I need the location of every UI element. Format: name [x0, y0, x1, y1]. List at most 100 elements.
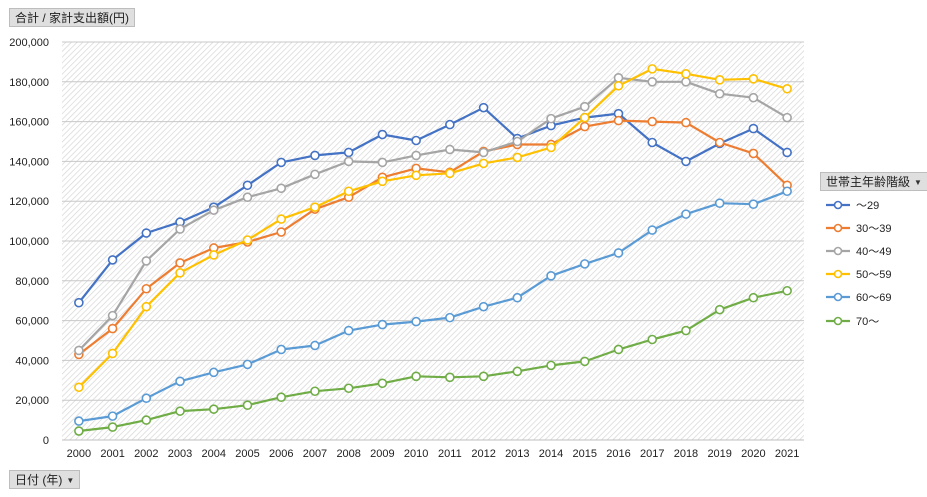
data-point[interactable] — [681, 77, 691, 87]
data-point[interactable] — [343, 147, 354, 158]
data-point[interactable] — [445, 372, 455, 383]
data-point[interactable] — [714, 137, 725, 148]
data-point[interactable] — [782, 112, 792, 123]
data-point[interactable] — [276, 183, 287, 194]
legend-item[interactable]: 60～69 — [826, 286, 891, 309]
data-point[interactable] — [141, 415, 152, 425]
data-point[interactable] — [343, 383, 354, 394]
legend-item[interactable]: 70～ — [826, 309, 891, 332]
data-point[interactable] — [175, 258, 185, 268]
data-point[interactable] — [242, 359, 253, 370]
data-point[interactable] — [445, 119, 455, 130]
data-point[interactable] — [208, 250, 219, 260]
value-field-button[interactable]: 合計 / 家計支出額(円) — [9, 8, 135, 27]
data-point[interactable] — [613, 73, 624, 83]
data-point[interactable] — [647, 137, 658, 148]
legend-item[interactable]: ～29 — [826, 193, 891, 216]
data-point[interactable] — [242, 192, 253, 203]
data-point[interactable] — [411, 371, 421, 382]
data-point[interactable] — [579, 101, 590, 112]
data-point[interactable] — [681, 209, 691, 219]
data-point[interactable] — [74, 297, 84, 308]
data-point[interactable] — [208, 367, 219, 378]
data-point[interactable] — [579, 356, 590, 367]
data-point[interactable] — [141, 283, 152, 294]
data-point[interactable] — [175, 406, 185, 416]
dropdown-arrow-icon[interactable]: ▼ — [914, 178, 922, 187]
data-point[interactable] — [748, 148, 759, 159]
data-point[interactable] — [74, 426, 84, 436]
data-point[interactable] — [748, 292, 759, 303]
data-point[interactable] — [276, 344, 287, 355]
data-point[interactable] — [343, 186, 354, 197]
legend-field-button[interactable]: 世帯主年齢階級 ▼ — [820, 172, 927, 191]
data-point[interactable] — [748, 199, 759, 209]
data-point[interactable] — [613, 115, 624, 126]
data-point[interactable] — [512, 366, 523, 377]
data-point[interactable] — [478, 301, 489, 312]
data-point[interactable] — [647, 116, 658, 127]
data-point[interactable] — [579, 259, 590, 269]
data-point[interactable] — [242, 180, 253, 191]
data-point[interactable] — [748, 74, 759, 84]
data-point[interactable] — [377, 378, 388, 389]
data-point[interactable] — [310, 386, 320, 397]
data-point[interactable] — [377, 157, 388, 168]
data-point[interactable] — [681, 156, 691, 167]
data-point[interactable] — [343, 325, 354, 336]
data-point[interactable] — [107, 310, 118, 321]
data-point[interactable] — [141, 301, 152, 312]
legend-item[interactable]: 50～59 — [826, 263, 891, 286]
data-point[interactable] — [714, 198, 725, 208]
data-point[interactable] — [512, 152, 523, 163]
data-point[interactable] — [445, 168, 455, 179]
data-point[interactable] — [242, 235, 253, 245]
data-point[interactable] — [478, 371, 489, 382]
data-point[interactable] — [546, 142, 556, 153]
data-point[interactable] — [478, 102, 489, 113]
data-point[interactable] — [175, 376, 185, 387]
data-point[interactable] — [310, 150, 320, 161]
data-point[interactable] — [478, 147, 489, 158]
data-point[interactable] — [714, 75, 725, 85]
data-point[interactable] — [445, 312, 455, 323]
data-point[interactable] — [546, 113, 556, 124]
data-point[interactable] — [208, 205, 219, 215]
data-point[interactable] — [276, 214, 287, 224]
data-point[interactable] — [681, 325, 691, 336]
data-point[interactable] — [141, 228, 152, 238]
dropdown-arrow-icon[interactable]: ▼ — [66, 476, 75, 485]
data-point[interactable] — [782, 147, 792, 158]
data-point[interactable] — [411, 170, 421, 181]
data-point[interactable] — [681, 69, 691, 79]
data-point[interactable] — [512, 136, 523, 147]
data-point[interactable] — [310, 340, 320, 351]
data-point[interactable] — [714, 88, 725, 99]
data-point[interactable] — [647, 334, 658, 345]
data-point[interactable] — [579, 121, 590, 132]
data-point[interactable] — [141, 393, 152, 404]
data-point[interactable] — [175, 224, 185, 234]
data-point[interactable] — [107, 323, 118, 334]
data-point[interactable] — [681, 117, 691, 128]
data-point[interactable] — [647, 77, 658, 87]
data-point[interactable] — [175, 268, 185, 278]
data-point[interactable] — [276, 227, 287, 237]
data-point[interactable] — [276, 392, 287, 403]
data-point[interactable] — [411, 135, 421, 146]
data-point[interactable] — [377, 176, 388, 187]
data-point[interactable] — [445, 144, 455, 155]
data-point[interactable] — [343, 156, 354, 167]
data-point[interactable] — [310, 202, 320, 212]
data-point[interactable] — [647, 225, 658, 235]
data-point[interactable] — [208, 404, 219, 414]
data-point[interactable] — [478, 158, 489, 169]
data-point[interactable] — [613, 248, 624, 258]
data-point[interactable] — [647, 64, 658, 74]
axis-field-button[interactable]: 日付 (年) ▼ — [9, 470, 81, 489]
data-point[interactable] — [141, 256, 152, 266]
data-point[interactable] — [613, 344, 624, 355]
data-point[interactable] — [782, 83, 792, 94]
data-point[interactable] — [74, 345, 84, 356]
legend-item[interactable]: 30～39 — [826, 216, 891, 239]
